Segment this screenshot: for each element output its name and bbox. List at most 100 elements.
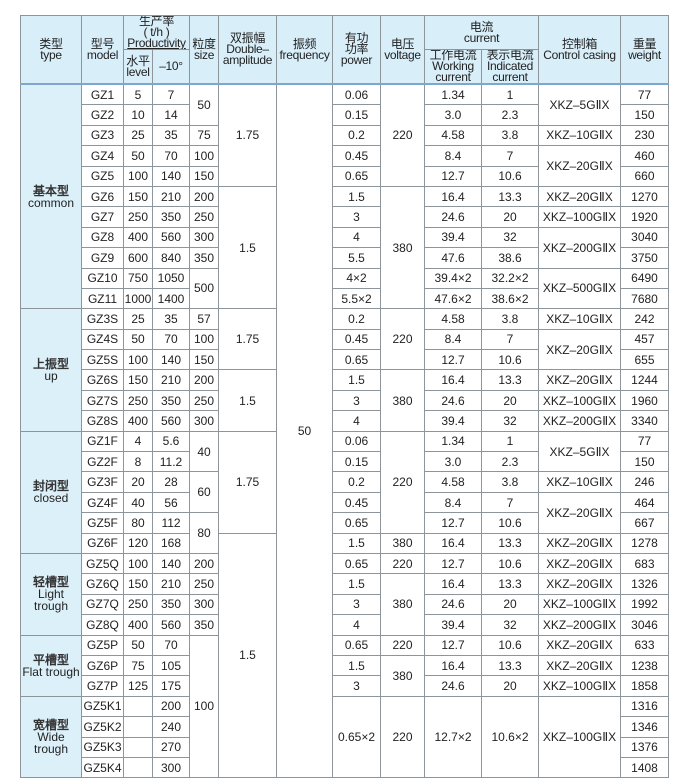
table-cell: 0.15 (332, 104, 382, 126)
table-cell: XKZ–100GⅡX (538, 206, 622, 228)
table-cell: 250 (123, 593, 153, 616)
table-cell: 75 (123, 654, 153, 677)
table-row: GZ7S 250 350 250 3 24.6 20 XKZ–100GⅡX 1960 (21, 389, 670, 412)
table-cell: 20 (481, 206, 540, 228)
header-indicated-en1: Indicated (487, 59, 534, 73)
table-cell: 80 (189, 512, 220, 554)
table-cell: 1.34 (424, 83, 483, 106)
table-cell: 10 (123, 104, 153, 126)
table-cell: 560 (151, 226, 191, 249)
table-cell: XKZ–5GⅡX (538, 430, 622, 473)
type-label-en: Wide trough (33, 730, 69, 756)
table-cell: XKZ–20GⅡX (538, 573, 622, 595)
table-cell: 270 (151, 736, 191, 758)
table-cell: 12.7 (424, 512, 483, 534)
table-cell: 13.3 (481, 369, 540, 391)
table-cell: GZ5Q (81, 552, 124, 575)
header-frequency: 振频 frequency (276, 15, 334, 85)
table-cell: GZ9 (81, 247, 124, 269)
table-cell: 1408 (620, 756, 670, 779)
table-cell: 175 (151, 675, 191, 697)
table-cell: 8 (123, 451, 153, 473)
table-cell: 500 (189, 267, 220, 310)
table-cell: 560 (151, 410, 191, 432)
table-cell: 300 (189, 226, 220, 249)
table-cell: 1.5 (218, 532, 278, 779)
table-cell: 20 (481, 675, 540, 697)
table-cell: 3046 (620, 614, 670, 636)
table-cell: 400 (123, 226, 153, 249)
table-cell: 1000 (123, 287, 153, 310)
header-frequency-zh: 振频 (292, 36, 317, 51)
table-cell: 1244 (620, 369, 670, 391)
table-cell: 246 (620, 471, 670, 493)
table-cell: 0.65 (332, 512, 382, 534)
header-power-zh1: 有功 (344, 31, 369, 45)
table-cell: 1.5 (218, 185, 278, 310)
header-model: 型号 model (81, 15, 124, 85)
table-cell: 112 (151, 512, 191, 534)
table-cell: GZ6S (81, 369, 124, 391)
table-cell: 200 (151, 695, 191, 718)
table-cell: GZ3 (81, 124, 124, 147)
table-cell: 0.06 (332, 83, 382, 106)
table-cell: 1376 (620, 736, 670, 758)
table-cell: GZ5K4 (81, 756, 124, 779)
table-cell: GZ5 (81, 165, 124, 187)
header-current: 电流 current (424, 15, 540, 50)
table-cell: 10.6 (481, 512, 540, 534)
table-cell: 100 (189, 634, 220, 779)
table-cell: 220 (380, 634, 426, 656)
table-cell: 560 (151, 614, 191, 636)
type-cell: 上振型 up (20, 308, 82, 432)
table-cell: 25 (123, 124, 153, 147)
table-cell: GZ3S (81, 308, 124, 330)
table-row: GZ6S 150 210 200 1.5 1.5 380 16.4 13.3 XKZ–20GⅡX 1… (21, 369, 670, 432)
table-cell: 125 (123, 675, 153, 697)
table-cell: 460 (620, 145, 670, 167)
header-productivity-zh: 生产率 (138, 15, 175, 28)
table-cell: 13.3 (481, 654, 540, 677)
header-level-zh: 水平 (126, 53, 150, 68)
table-cell: 5.6 (151, 430, 191, 453)
table-cell: GZ7S (81, 389, 124, 412)
table-cell: 39.4 (424, 614, 483, 636)
header-minus10: –10° (151, 49, 191, 85)
table-cell: 350 (189, 614, 220, 636)
table-cell: XKZ–10GⅡX (538, 308, 622, 330)
table-cell: 100 (123, 552, 153, 575)
table-cell: 120 (123, 532, 153, 554)
table-cell: 77 (620, 430, 670, 453)
table-cell: 210 (151, 573, 191, 595)
table-cell: 16.4 (424, 654, 483, 677)
table-cell: 7 (481, 328, 540, 351)
table-cell: GZ5F (81, 512, 124, 534)
table-cell: 400 (123, 614, 153, 636)
table-cell: XKZ–20GⅡX (538, 328, 622, 371)
table-cell: GZ5S (81, 349, 124, 371)
table-cell: 210 (151, 185, 191, 208)
header-indicated-en2: current (492, 70, 528, 84)
table-cell: GZ8S (81, 410, 124, 432)
table-cell: 0.2 (332, 308, 382, 330)
table-cell: 10.6×2 (481, 695, 540, 779)
table-cell: 4×2 (332, 267, 382, 289)
table-cell: 457 (620, 328, 670, 351)
table-cell: 660 (620, 165, 670, 187)
table-cell: 8.4 (424, 145, 483, 167)
type-label-zh: 平槽型 (32, 652, 69, 667)
table-cell: 5.5×2 (332, 287, 382, 310)
table-cell: 14 (151, 104, 191, 126)
table-cell: 1 (481, 83, 540, 106)
table-cell: 13.3 (481, 532, 540, 554)
table-cell: 50 (123, 328, 153, 351)
table-cell: GZ6 (81, 185, 124, 208)
header-indicated-current: 表示电流 Indicated current (481, 49, 540, 85)
type-cell: 平槽型 Flat trough (20, 634, 82, 697)
table-cell: 50 (189, 83, 220, 126)
table-cell: 38.6×2 (481, 287, 540, 310)
table-cell: 38.6 (481, 247, 540, 269)
header-productivity-en: Productivity (127, 36, 186, 50)
table-row: GZ7 250 350 250 3 24.6 20 XKZ–100GⅡX 1920 (21, 206, 670, 228)
table-cell: 35 (151, 124, 191, 147)
